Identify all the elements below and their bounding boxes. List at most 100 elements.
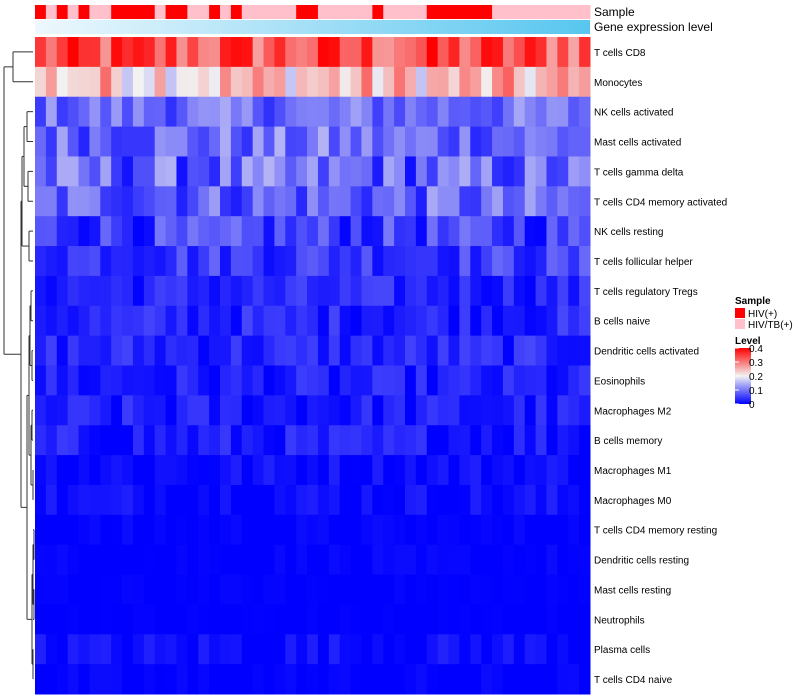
heatmap-cell — [502, 96, 515, 128]
heatmap-cell — [415, 484, 428, 516]
heatmap-cell — [241, 335, 254, 366]
row-label: T cells CD4 memory activated — [594, 197, 727, 208]
heatmap-cell — [394, 455, 406, 486]
heatmap-cell — [437, 216, 450, 247]
heatmap-cell — [415, 305, 428, 337]
heatmap-cell — [568, 246, 580, 277]
heatmap-cell — [274, 156, 286, 187]
heatmap-cell — [448, 186, 460, 217]
heatmap-cell — [56, 455, 69, 486]
heatmap-cell — [274, 604, 286, 635]
heatmap-cell — [546, 126, 558, 157]
heatmap-cell — [372, 216, 384, 247]
heatmap-cell — [350, 664, 362, 695]
heatmap-cell — [372, 544, 384, 576]
heatmap-cell — [122, 156, 134, 187]
heatmap-cell — [372, 634, 384, 665]
heatmap-cell — [241, 425, 254, 456]
sample-annotation-cell — [67, 5, 80, 19]
heatmap-cell — [513, 335, 526, 366]
heatmap-cell — [296, 634, 308, 665]
heatmap-cell — [187, 514, 199, 546]
heatmap-cell — [111, 425, 123, 456]
heatmap-cell — [274, 425, 286, 456]
heatmap-cell — [67, 305, 80, 337]
heatmap-cell — [35, 574, 47, 605]
heatmap-cell — [317, 365, 330, 396]
heatmap-cell — [241, 126, 254, 157]
heatmap-cell — [154, 634, 167, 665]
row-label: Eosinophils — [594, 376, 645, 387]
heatmap-cell — [405, 365, 417, 396]
heatmap-cell — [165, 484, 177, 516]
heatmap-cell — [372, 246, 384, 277]
heatmap-cell — [328, 455, 341, 486]
heatmap-cell — [78, 484, 90, 516]
heatmap-cell — [67, 574, 80, 605]
heatmap-cell — [263, 275, 275, 307]
heatmap-cell — [132, 514, 145, 546]
heatmap-cell — [448, 275, 460, 307]
heatmap-cell — [437, 574, 450, 605]
heatmap-cell — [307, 425, 319, 456]
heatmap-cell — [252, 664, 265, 695]
heatmap-cell — [274, 216, 286, 247]
heatmap-cell — [535, 425, 547, 456]
heatmap-cell — [187, 484, 199, 516]
row-label: NK cells activated — [594, 108, 673, 119]
heatmap-cell — [459, 96, 471, 128]
heatmap-cell — [241, 604, 254, 635]
heatmap-cell — [415, 37, 428, 68]
heatmap-cell — [165, 96, 177, 128]
heatmap-cell — [78, 156, 90, 187]
heatmap-cell — [176, 275, 188, 307]
heatmap-cell — [328, 365, 341, 396]
heatmap-cell — [502, 186, 515, 217]
heatmap-cell — [143, 305, 156, 337]
heatmap-cell — [252, 126, 265, 157]
gene-track-label: Gene expression level — [594, 20, 713, 34]
heatmap-cell — [524, 96, 537, 128]
heatmap-cell — [317, 514, 330, 546]
heatmap-cell — [285, 365, 297, 396]
heatmap-cell — [339, 186, 352, 217]
heatmap-cell — [307, 514, 319, 546]
heatmap-cell — [502, 634, 515, 665]
heatmap-cell — [426, 455, 439, 486]
heatmap-cell — [307, 96, 319, 128]
heatmap-cell — [285, 604, 297, 635]
heatmap-cell — [513, 604, 526, 635]
heatmap-cell — [481, 455, 493, 486]
heatmap-cell — [100, 664, 112, 695]
heatmap-cell — [568, 514, 580, 546]
heatmap-cell — [209, 484, 221, 516]
heatmap-cell — [230, 365, 243, 396]
heatmap-cell — [143, 664, 156, 695]
heatmap-cell — [317, 37, 330, 68]
heatmap-cell — [198, 186, 210, 217]
heatmap-cell — [230, 156, 243, 187]
heatmap-cell — [198, 484, 210, 516]
heatmap-cell — [502, 395, 515, 426]
heatmap-cell — [56, 425, 69, 456]
heatmap-cell — [220, 634, 232, 665]
heatmap-cell — [524, 455, 537, 486]
heatmap-cell — [45, 96, 58, 128]
heatmap-cell — [546, 604, 558, 635]
heatmap-cell — [492, 275, 504, 307]
heatmap-cell — [67, 544, 80, 576]
heatmap-cell — [45, 37, 58, 68]
heatmap-cell — [339, 634, 352, 665]
heatmap-cell — [187, 66, 199, 98]
heatmap-cell — [459, 156, 471, 187]
heatmap-cell — [78, 216, 90, 247]
heatmap-cell — [437, 126, 450, 157]
heatmap-cell — [35, 305, 47, 337]
heatmap-cell — [339, 425, 352, 456]
heatmap-cell — [557, 484, 569, 516]
heatmap-cell — [502, 574, 515, 605]
heatmap-cell — [111, 574, 123, 605]
heatmap-cell — [176, 66, 188, 98]
heatmap-cell — [285, 574, 297, 605]
heatmap-cell — [111, 544, 123, 576]
